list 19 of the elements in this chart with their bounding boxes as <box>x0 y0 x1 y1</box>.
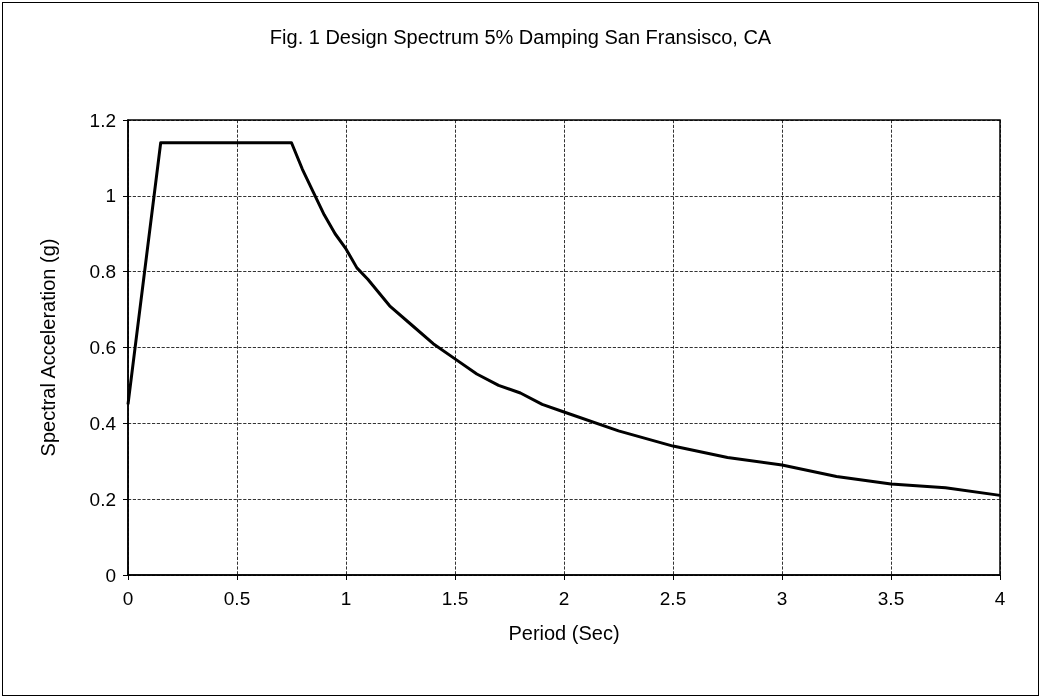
x-tick-label: 2.5 <box>659 588 687 609</box>
x-tick-label: 0 <box>122 588 134 609</box>
chart-title: Fig. 1 Design Spectrum 5% Damping San Fransisco, CA <box>269 26 772 48</box>
y-tick-label: 0 <box>105 564 116 586</box>
x-tick-label: 1 <box>340 588 352 609</box>
y-tick-label: 0.8 <box>89 261 116 283</box>
x-tick-label: 2 <box>558 588 570 609</box>
y-tick-label: 0.2 <box>89 488 116 510</box>
x-tick-label: 3.5 <box>877 588 905 609</box>
y-tick-label: 1.2 <box>89 109 116 131</box>
x-axis-title: Period (Sec) <box>508 622 620 644</box>
x-tick-label: 0.5 <box>223 588 251 609</box>
y-axis-title: Spectral Acceleration (g) <box>37 238 59 457</box>
x-tick-label: 4 <box>994 588 1006 609</box>
y-tick-label: 0.4 <box>89 412 117 434</box>
y-tick-label: 0.6 <box>89 337 116 358</box>
y-tick-label: 1 <box>105 185 116 207</box>
x-tick-label: 1.5 <box>441 588 469 609</box>
x-tick-label: 3 <box>776 588 788 609</box>
